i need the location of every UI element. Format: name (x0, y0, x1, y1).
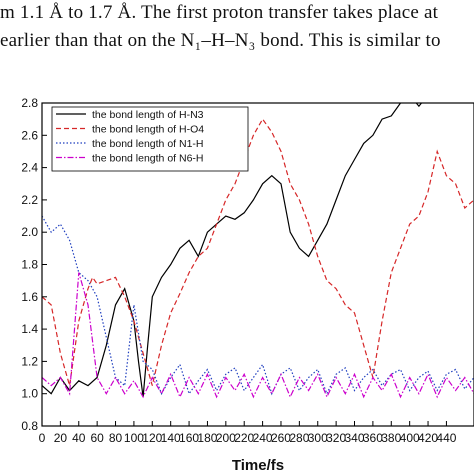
series-line-4 (42, 272, 474, 399)
x-tick-label: 80 (109, 431, 123, 445)
x-tick-label: 240 (253, 431, 273, 445)
y-tick-label: 1.8 (21, 258, 38, 272)
x-tick-label: 140 (161, 431, 181, 445)
series-line-1 (42, 103, 423, 397)
y-tick-label: 2.6 (21, 128, 38, 142)
legend-entry: the bond length of H-O4 (92, 124, 204, 136)
x-tick-label: 420 (418, 431, 438, 445)
legend-box (51, 106, 249, 172)
x-tick-label: 380 (381, 431, 401, 445)
legend: the bond length of H-N3 the bond length o… (51, 106, 249, 172)
x-tick-label: 260 (271, 431, 291, 445)
x-axis-title: Time/fs (232, 457, 284, 474)
y-tick-label: 1.2 (21, 354, 38, 368)
legend-entry: the bond length of H-N3 (92, 109, 204, 121)
x-tick-label: 20 (54, 431, 68, 445)
x-tick-label: 280 (289, 431, 309, 445)
y-tick-label: 2.8 (21, 96, 38, 110)
x-tick-label: 160 (179, 431, 199, 445)
x-tick-label: 40 (72, 431, 86, 445)
x-tick-label: 120 (142, 431, 162, 445)
x-tick-label: 200 (216, 431, 236, 445)
caption-line-1: m 1.1 Å to 1.7 Å. The first proton trans… (0, 2, 439, 23)
x-tick-label: 320 (326, 431, 346, 445)
x-tick-label: 340 (344, 431, 364, 445)
x-tick-label: 300 (308, 431, 328, 445)
series-line-3 (42, 215, 474, 396)
y-tick-label: 1.4 (21, 322, 38, 336)
caption-line-2: earlier than that on the N₁–H–N₃ bond. T… (0, 30, 441, 51)
x-tick-label: 100 (124, 431, 144, 445)
x-tick-label: 180 (197, 431, 217, 445)
legend-entry: the bond length of N1-H (92, 138, 204, 150)
x-tick-label: 0 (39, 431, 46, 445)
y-tick-label: 1.6 (21, 290, 38, 304)
y-tick-label: 2.2 (21, 193, 38, 207)
x-tick-label: 220 (234, 431, 254, 445)
x-tick-label: 440 (436, 431, 456, 445)
y-tick-label: 1.0 (21, 387, 38, 401)
y-tick-label: 2.0 (21, 225, 38, 239)
y-tick-label: 2.4 (21, 161, 38, 175)
legend-entry: the bond length of N6-H (92, 153, 204, 165)
series-line-2 (42, 117, 474, 386)
x-tick-label: 360 (363, 431, 383, 445)
x-tick-label: 400 (400, 431, 420, 445)
x-tick-label: 60 (90, 431, 104, 445)
y-tick-label: 0.8 (21, 419, 38, 433)
